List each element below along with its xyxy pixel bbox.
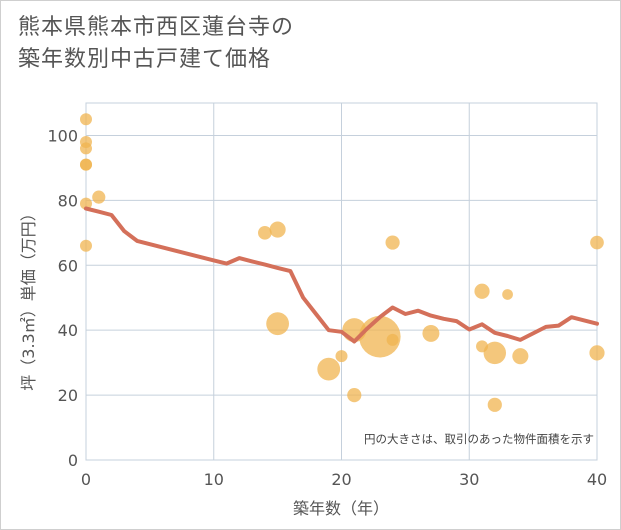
- bubble-point: [502, 289, 513, 300]
- x-tick-label: 0: [81, 470, 91, 489]
- x-tick-label: 10: [204, 470, 224, 489]
- size-note: 円の大きさは、取引のあった物件面積を示す: [364, 432, 594, 446]
- bubble-point: [385, 235, 400, 250]
- chart-title: 熊本県熊本市西区蓮台寺の 築年数別中古戸建て価格: [18, 12, 294, 76]
- bubble-point: [589, 345, 605, 361]
- bubble-point: [80, 113, 92, 126]
- bubble-point: [474, 283, 490, 299]
- y-tick-label: 100: [47, 126, 78, 145]
- bubble-point: [317, 357, 341, 381]
- bubble-point: [80, 158, 92, 171]
- bubble-point: [347, 387, 362, 403]
- average-price-line: [84, 206, 599, 344]
- bubble-point: [386, 333, 399, 346]
- bubble-point: [258, 225, 272, 240]
- bubble-point: [80, 239, 92, 252]
- bubble-point: [590, 235, 604, 250]
- x-tick-label: 20: [331, 470, 351, 489]
- bubble-point: [80, 197, 92, 210]
- x-tick-label: 30: [459, 470, 479, 489]
- line-layer: [84, 206, 599, 344]
- chart-title-line2: 築年数別中古戸建て価格: [18, 47, 272, 72]
- y-tick-label: 60: [58, 256, 78, 275]
- bubble-layer: [80, 113, 605, 412]
- bubble-point: [335, 350, 348, 363]
- bubble-point: [266, 312, 290, 336]
- bubble-point: [483, 341, 507, 365]
- x-axis-label: 築年数（年）: [293, 499, 389, 518]
- y-tick-label: 0: [68, 451, 78, 470]
- bubble-point: [422, 324, 440, 342]
- grid-layer: [85, 102, 598, 461]
- bubble-point: [512, 348, 529, 365]
- y-axis-label: 坪（3.3㎡）単価（万円）: [19, 205, 38, 390]
- y-tick-label: 20: [58, 386, 78, 405]
- bubble-point: [487, 397, 502, 412]
- bubble-point: [269, 221, 286, 238]
- chart-title-line1: 熊本県熊本市西区蓮台寺の: [18, 15, 295, 40]
- tick-layer: 0 10 20 30 40 0 20 40 60 80 100: [47, 126, 607, 489]
- y-tick-label: 40: [58, 321, 78, 340]
- bubble-point: [80, 142, 92, 155]
- y-tick-label: 80: [58, 191, 78, 210]
- bubble-point: [92, 190, 106, 204]
- x-tick-label: 40: [587, 470, 607, 489]
